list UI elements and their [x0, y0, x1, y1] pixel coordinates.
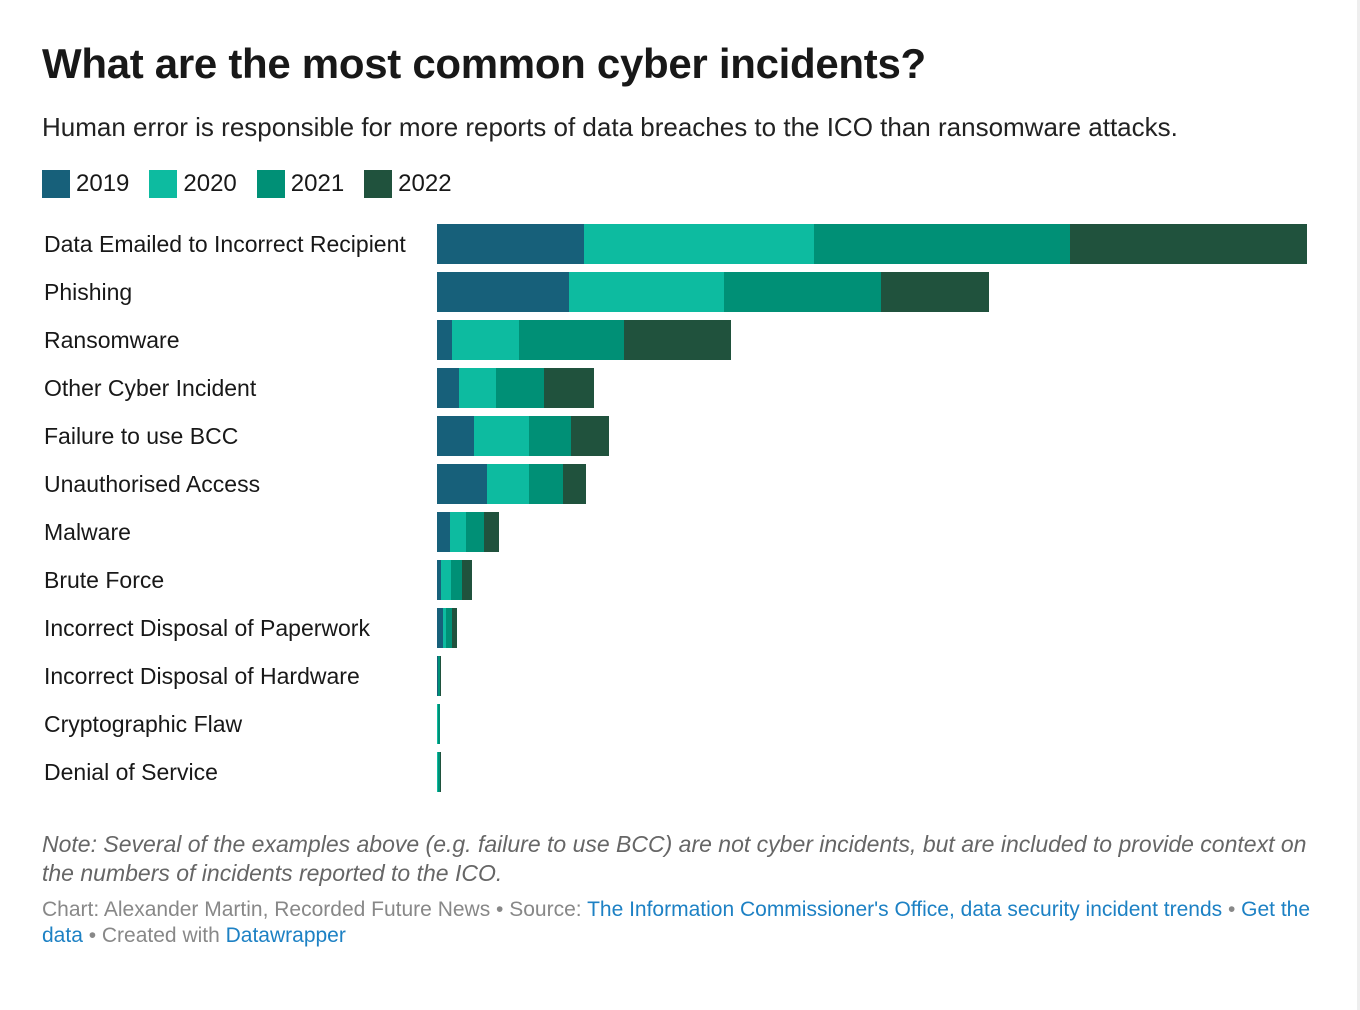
bar-segment-2019	[437, 416, 474, 456]
bar-segment-2020	[487, 464, 529, 504]
bar-segment-2021	[451, 560, 462, 600]
bar-segment-2021	[446, 608, 452, 648]
category-label: Unauthorised Access	[44, 471, 261, 497]
legend-swatch	[42, 170, 70, 198]
bar-segment-2020	[584, 224, 814, 264]
legend: 2019 2020 2021 2022	[42, 170, 452, 198]
bar-segment-2022	[440, 752, 441, 792]
bar-segment-2019	[437, 608, 443, 648]
bar-segment-2020	[452, 320, 519, 360]
legend-label: 2021	[290, 170, 345, 197]
bar-segment-2022	[563, 464, 586, 504]
bar-segment-2022	[452, 608, 457, 648]
bar-segment-2020	[443, 608, 446, 648]
bar-segment-2022	[484, 512, 499, 552]
bar-segment-2021	[466, 512, 484, 552]
bar-segment-2021	[724, 272, 881, 312]
category-label: Incorrect Disposal of Hardware	[44, 663, 360, 689]
bar-segment-2019	[437, 320, 452, 360]
datawrapper-link[interactable]: Datawrapper	[225, 924, 346, 947]
get-data-link[interactable]: Get the data	[42, 898, 1311, 947]
bar-segment-2021	[519, 320, 624, 360]
category-label: Ransomware	[44, 327, 180, 353]
bar-segment-2020	[474, 416, 529, 456]
source-label: • Source:	[490, 898, 588, 921]
bar-segment-2020	[441, 560, 451, 600]
legend-label: 2020	[183, 170, 237, 197]
chart-title: What are the most common cyber incidents…	[42, 40, 926, 87]
category-label: Malware	[44, 519, 131, 545]
legend-item-2022: 2022	[364, 170, 452, 198]
bar-segment-2019	[437, 224, 584, 264]
legend-swatch	[364, 170, 393, 198]
bar-segment-2021	[529, 416, 571, 456]
bar-segment-2019	[437, 656, 438, 696]
separator: •	[1222, 898, 1242, 921]
chart-subtitle: Human error is responsible for more repo…	[42, 112, 1178, 142]
category-label: Cryptographic Flaw	[44, 711, 243, 737]
bar-segment-2021	[496, 368, 544, 408]
bar-segment-2020	[569, 272, 724, 312]
category-label: Phishing	[44, 279, 133, 305]
legend-item-2020: 2020	[149, 170, 237, 198]
bar-segment-2022	[881, 272, 989, 312]
legend-item-2021: 2021	[256, 170, 345, 198]
bar-segment-2022	[571, 416, 609, 456]
legend-label: 2019	[76, 170, 130, 197]
bar-segment-2022	[462, 560, 472, 600]
category-label: Denial of Service	[44, 759, 218, 785]
legend-swatch	[149, 170, 178, 198]
created-with-label: • Created with	[82, 924, 226, 947]
bar-segment-2019	[437, 512, 450, 552]
byline: Chart: Alexander Martin, Recorded Future…	[42, 898, 491, 921]
bar-segment-2021	[529, 464, 563, 504]
legend-label: 2022	[398, 170, 452, 197]
bar-segment-2022	[1070, 224, 1307, 264]
chart-footer: Chart: Alexander Martin, Recorded Future…	[42, 897, 1312, 949]
bar-segment-2021	[438, 704, 440, 744]
bar-segment-2022	[544, 368, 594, 408]
bar-segment-2021	[438, 752, 440, 792]
bar-segment-2021	[438, 656, 440, 696]
bar-segment-2019	[437, 464, 487, 504]
bar-segment-2019	[437, 272, 569, 312]
category-label: Brute Force	[44, 567, 165, 593]
bar-segment-2019	[437, 560, 441, 600]
legend-swatch	[256, 170, 285, 198]
bar-segment-2022	[624, 320, 731, 360]
bar-segment-2020	[450, 512, 466, 552]
scrollbar-edge	[1357, 0, 1360, 1010]
legend-item-2019: 2019	[42, 170, 129, 198]
source-link[interactable]: The Information Commissioner's Office, d…	[587, 898, 1223, 921]
bar-segment-2020	[437, 704, 438, 744]
category-label: Other Cyber Incident	[44, 375, 257, 401]
chart-note: Note: Several of the examples above (e.g…	[42, 831, 1307, 886]
bar-segment-2019	[437, 368, 459, 408]
bar-segment-2021	[814, 224, 1070, 264]
category-label: Incorrect Disposal of Paperwork	[44, 615, 370, 641]
bar-chart	[437, 224, 1307, 792]
bar-segment-2020	[437, 752, 438, 792]
bar-segment-2022	[440, 656, 441, 696]
category-label: Data Emailed to Incorrect Recipient	[44, 231, 406, 257]
category-label: Failure to use BCC	[44, 423, 239, 449]
bar-segment-2020	[459, 368, 496, 408]
